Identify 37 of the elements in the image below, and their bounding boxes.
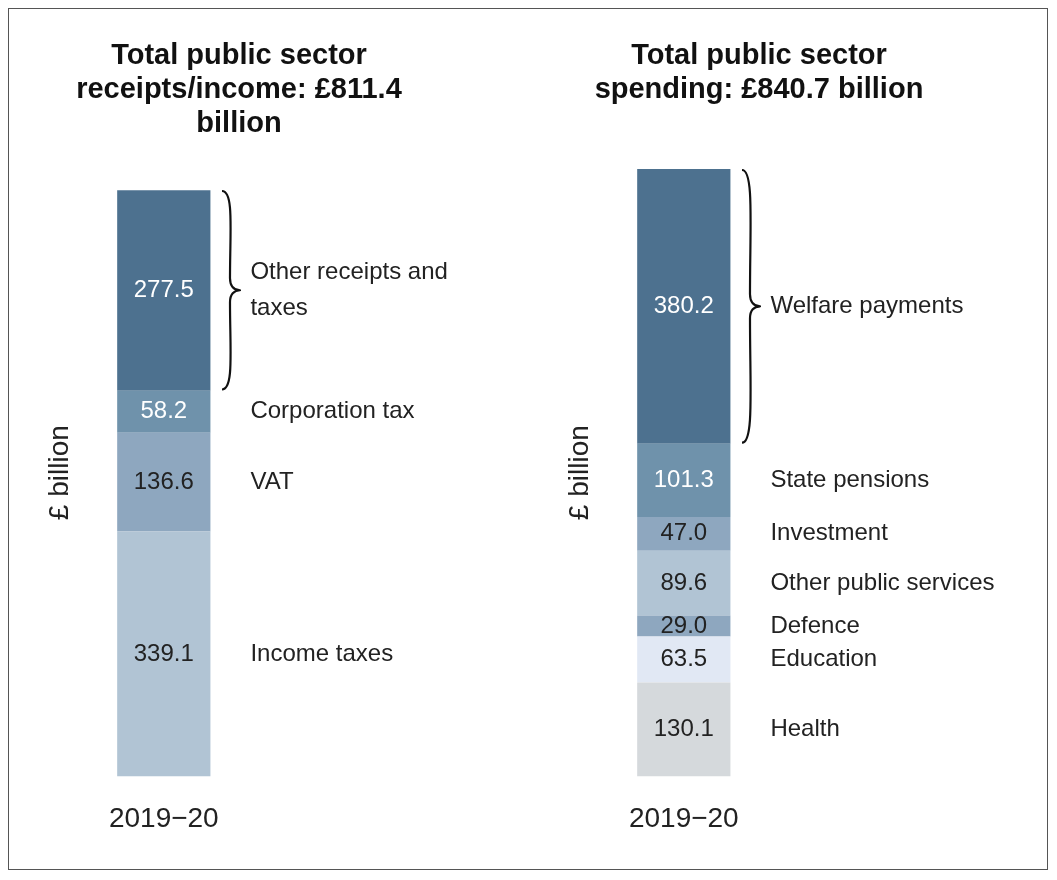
data-label: 63.5 <box>660 644 708 672</box>
y-axis-title: £ billion <box>562 425 594 521</box>
bar <box>117 531 211 777</box>
bar <box>117 390 211 433</box>
data-label: 58.2 <box>140 396 188 424</box>
x-tick-label: 2019−20 <box>628 801 739 833</box>
data-label: 29.0 <box>660 610 708 638</box>
bar <box>637 516 731 551</box>
data-label: 47.0 <box>660 518 708 546</box>
x-tick-label: 2019−20 <box>108 801 219 833</box>
bar <box>637 550 731 616</box>
series-label: Health <box>770 714 840 742</box>
series-label: Defence <box>770 610 860 638</box>
series-label: Other public services <box>770 567 995 595</box>
y-axis-title: £ billion <box>42 425 74 521</box>
data-label: 136.6 <box>133 466 194 494</box>
series-label: Investment <box>770 518 889 546</box>
data-label: 89.6 <box>660 567 708 595</box>
series-label: Income taxes <box>250 638 394 666</box>
bar <box>637 682 731 777</box>
data-label: 101.3 <box>653 464 714 492</box>
chart-title: Total public sector receipts/income: £811.4 billion <box>75 37 403 140</box>
chart-title: Total public sector spending: £840.7 billion <box>593 37 925 106</box>
data-label: 339.1 <box>133 638 194 666</box>
series-label: Other receipts and taxes <box>250 257 448 321</box>
series-label: State pensions <box>770 464 930 492</box>
data-label: 277.5 <box>133 275 194 303</box>
series-label: VAT <box>250 466 294 494</box>
data-label: 130.1 <box>653 714 714 742</box>
series-label: Education <box>770 644 878 672</box>
series-label: Welfare payments <box>770 290 964 318</box>
bar <box>637 443 731 517</box>
data-label: 380.2 <box>653 290 714 318</box>
bar <box>117 432 211 532</box>
bar <box>117 190 211 391</box>
series-label: Corporation tax <box>250 396 415 424</box>
bar <box>637 169 731 444</box>
